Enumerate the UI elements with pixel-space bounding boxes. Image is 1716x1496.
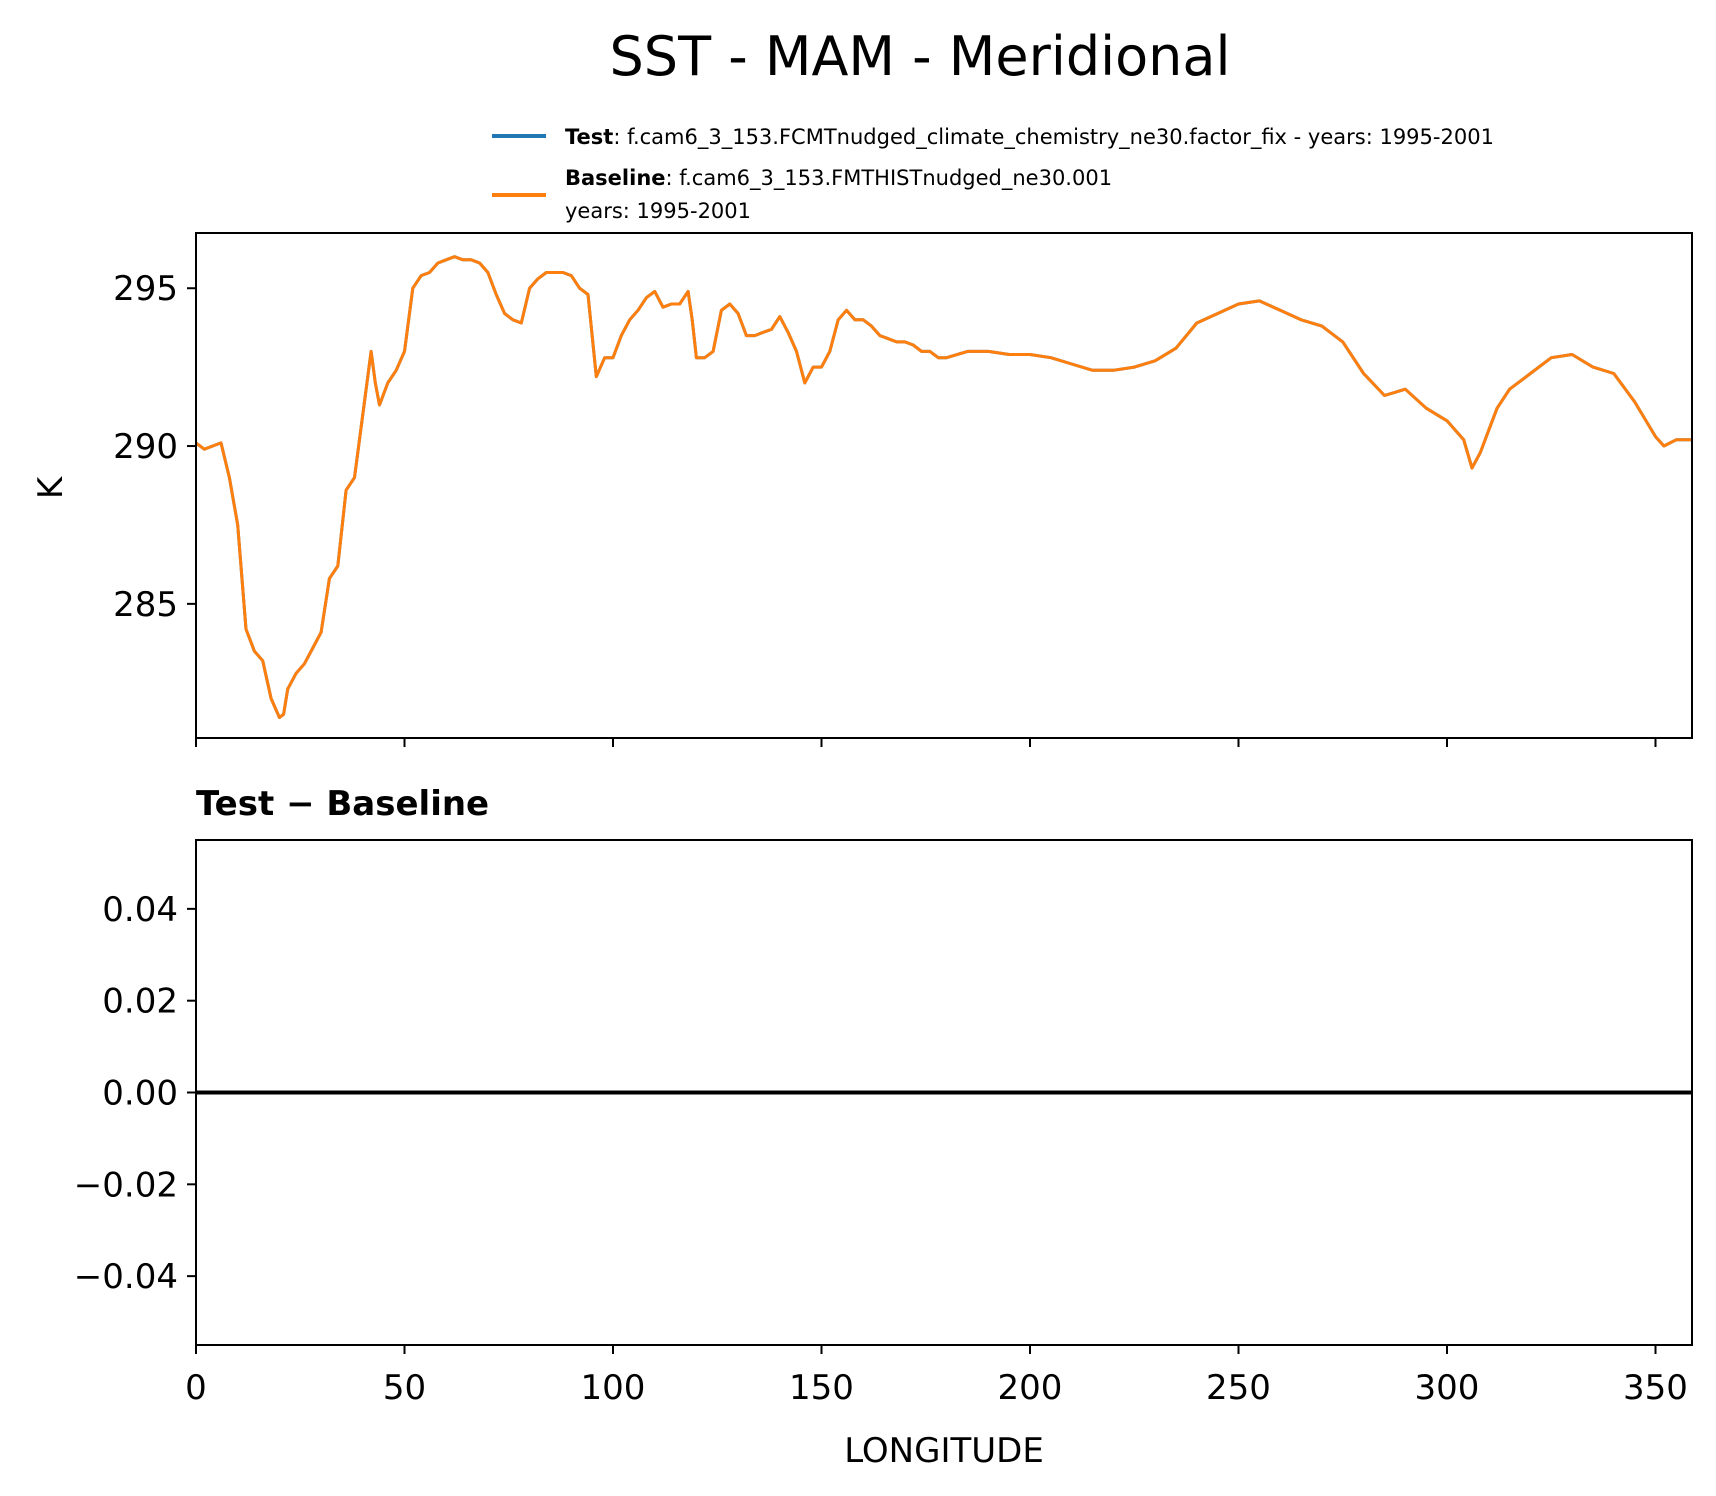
top-y-axis-label: K bbox=[31, 475, 71, 499]
bottom-x-tick-label: 300 bbox=[1415, 1368, 1480, 1408]
top-series-line-baseline bbox=[195, 255, 1692, 719]
bottom-y-tick-label: −0.02 bbox=[74, 1165, 178, 1205]
legend-test-entry: Test: f.cam6_3_153.FCMTnudged_climate_ch… bbox=[565, 125, 1494, 150]
bottom-x-tick-label: 50 bbox=[383, 1368, 426, 1408]
top-y-tick-label: 295 bbox=[113, 269, 178, 309]
top-axes-frame bbox=[195, 232, 1693, 739]
legend-baseline-entry: Baseline: f.cam6_3_153.FMTHISTnudged_ne3… bbox=[565, 166, 1112, 191]
bottom-x-tick-label: 0 bbox=[185, 1368, 207, 1408]
legend-baseline-text-line2: years: 1995-2001 bbox=[565, 199, 751, 223]
top-y-ticks: 285 290 295 bbox=[113, 269, 196, 625]
legend-test-label: Test bbox=[565, 125, 613, 149]
legend-test-text: : f.cam6_3_153.FCMTnudged_climate_chemis… bbox=[613, 125, 1494, 150]
top-x-ticks bbox=[195, 738, 1657, 747]
legend-baseline-text: : f.cam6_3_153.FMTHISTnudged_ne30.001 bbox=[666, 166, 1113, 191]
legend: Test: f.cam6_3_153.FCMTnudged_climate_ch… bbox=[492, 125, 1494, 223]
bottom-x-tick-label: 200 bbox=[998, 1368, 1063, 1408]
top-series-line-test bbox=[195, 255, 1692, 719]
top-y-tick-label: 285 bbox=[113, 585, 178, 625]
bottom-y-tick-label: −0.04 bbox=[74, 1257, 178, 1297]
bottom-y-tick-label: 0.02 bbox=[102, 982, 178, 1022]
bottom-panel-title: Test − Baseline bbox=[196, 784, 489, 824]
figure-title: SST - MAM - Meridional bbox=[610, 25, 1231, 88]
bottom-y-ticks: 0.04 0.02 0.00 −0.02 −0.04 bbox=[74, 890, 196, 1297]
bottom-x-tick-label: 150 bbox=[789, 1368, 854, 1408]
top-y-tick-label: 290 bbox=[113, 427, 178, 467]
legend-baseline-label: Baseline bbox=[565, 166, 666, 190]
bottom-x-tick-label: 100 bbox=[581, 1368, 646, 1408]
bottom-y-tick-label: 0.04 bbox=[102, 890, 178, 930]
top-panel: 285 290 295 K bbox=[31, 232, 1693, 747]
bottom-x-ticks: 0 50 100 150 200 250 300 350 bbox=[185, 1345, 1688, 1408]
top-plot-lines bbox=[195, 255, 1692, 719]
bottom-y-tick-label: 0.00 bbox=[102, 1074, 178, 1114]
bottom-panel: Test − Baseline 0.04 0.02 0.00 −0.02 −0.04 0… bbox=[74, 784, 1693, 1471]
bottom-x-tick-label: 250 bbox=[1206, 1368, 1271, 1408]
bottom-x-tick-label: 350 bbox=[1623, 1368, 1688, 1408]
bottom-x-axis-label: LONGITUDE bbox=[844, 1431, 1044, 1471]
